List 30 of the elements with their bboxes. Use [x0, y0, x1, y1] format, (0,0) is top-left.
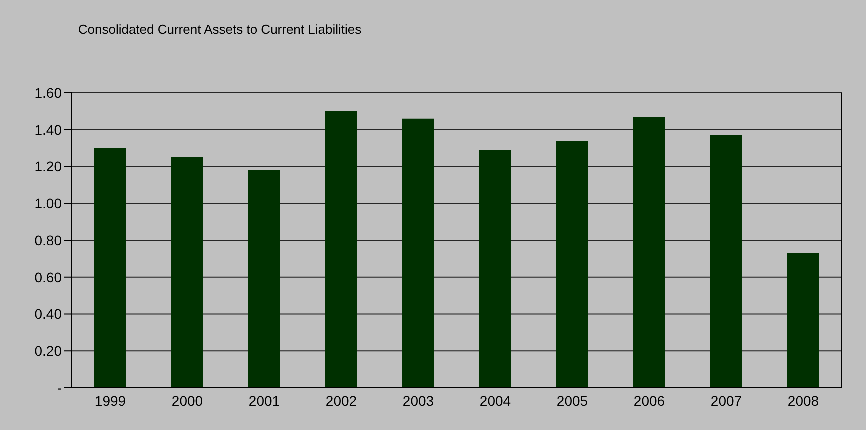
bar [171, 158, 204, 388]
y-tick-label: 0.60 [34, 269, 62, 286]
x-tick-label: 2001 [248, 392, 280, 409]
bar [94, 148, 126, 388]
x-tick-label: 2003 [402, 392, 434, 409]
x-tick-label: 2008 [788, 392, 820, 409]
y-tick-label: 1.20 [34, 158, 62, 175]
x-tick-label: 2000 [172, 392, 204, 409]
y-tick-label: 1.40 [34, 122, 62, 138]
bar [402, 118, 434, 388]
bar [633, 116, 666, 388]
x-tick-label: 2006 [634, 392, 666, 409]
x-tick-label: 2002 [326, 392, 358, 409]
y-tick-label: 0.20 [34, 343, 62, 360]
chart-title: Consolidated Current Assets to Current Liabilities [77, 22, 363, 37]
bar [325, 111, 358, 388]
x-tick-label: 2007 [710, 392, 742, 409]
y-tick-label: 1.00 [34, 196, 62, 212]
x-tick-label: 2005 [556, 392, 588, 409]
bar [710, 135, 742, 388]
bar [248, 170, 280, 388]
bar [787, 253, 820, 388]
y-tick-label: - [57, 380, 62, 396]
y-tick-label: 0.40 [34, 306, 62, 322]
x-tick-label: 2004 [480, 392, 512, 409]
x-tick-label: 1999 [94, 392, 126, 409]
y-tick-label: 0.80 [34, 232, 62, 248]
y-tick-label: 1.60 [34, 84, 62, 101]
bar [479, 150, 512, 388]
bar [556, 140, 588, 388]
